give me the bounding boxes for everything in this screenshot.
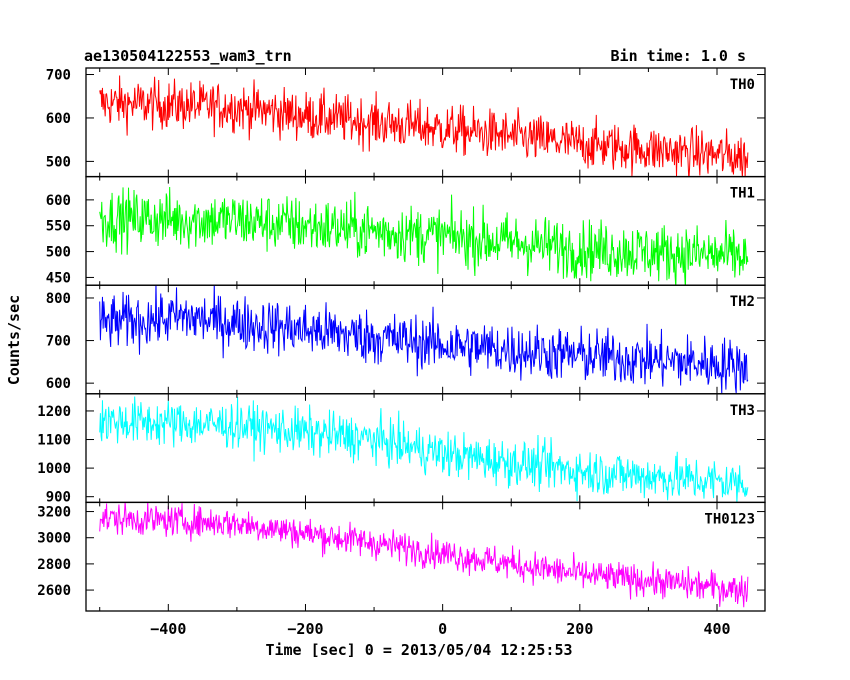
series-line-th3 bbox=[99, 396, 749, 503]
y-axis-label: Counts/sec bbox=[5, 295, 23, 385]
panel-label: TH2 bbox=[730, 294, 755, 310]
panel-th3: 900 1000 1100 1200 TH3 bbox=[37, 393, 766, 506]
y-tick-label: 500 bbox=[46, 245, 71, 261]
x-tick-label: 400 bbox=[703, 620, 730, 638]
panel-th0123: 2600 2800 3000 3200 TH0123 bbox=[37, 501, 766, 612]
panel-frame bbox=[85, 501, 766, 612]
y-tick-label: 1100 bbox=[37, 433, 71, 449]
y-tick-label: 2800 bbox=[37, 557, 71, 573]
panel-label: TH0123 bbox=[704, 511, 755, 527]
y-tick-label: 3000 bbox=[37, 531, 71, 547]
series-line-th2 bbox=[99, 285, 749, 394]
y-tick-label: 800 bbox=[46, 291, 71, 307]
x-tick-label: 0 bbox=[438, 620, 447, 638]
x-axis-label: Time [sec] 0 = 2013/05/04 12:25:53 bbox=[265, 641, 572, 659]
y-tick-label: 900 bbox=[46, 490, 71, 506]
panel-label: TH1 bbox=[730, 186, 755, 202]
panel-label: TH0 bbox=[730, 77, 755, 93]
y-tick-label: 1000 bbox=[37, 461, 71, 477]
series-line-th0 bbox=[99, 75, 749, 177]
y-tick-label: 500 bbox=[46, 154, 71, 170]
x-tick-label: −400 bbox=[150, 620, 186, 638]
y-tick-label: 600 bbox=[46, 111, 71, 127]
x-axis: −400 −200 0 200 400 bbox=[150, 620, 730, 638]
y-tick-label: 450 bbox=[46, 270, 71, 286]
panel-label: TH3 bbox=[730, 403, 755, 419]
panel-th1: 450 500 550 600 TH1 bbox=[46, 175, 766, 286]
x-tick-label: −200 bbox=[287, 620, 323, 638]
y-tick-label: 550 bbox=[46, 219, 71, 235]
panel-th2: 600 700 800 TH2 bbox=[46, 284, 766, 395]
y-tick-label: 3200 bbox=[37, 505, 71, 521]
y-tick-label: 1200 bbox=[37, 404, 71, 420]
chart-title: ae130504122553_wam3_trn bbox=[84, 47, 292, 65]
bin-time-label: Bin time: 1.0 s bbox=[611, 47, 746, 65]
x-tick-label: 200 bbox=[566, 620, 593, 638]
y-tick-label: 600 bbox=[46, 376, 71, 392]
y-tick-label: 700 bbox=[46, 68, 71, 84]
y-tick-label: 700 bbox=[46, 334, 71, 350]
y-tick-label: 2600 bbox=[37, 583, 71, 599]
panel-th0: 500 600 700 TH0 bbox=[46, 67, 766, 178]
y-tick-label: 600 bbox=[46, 193, 71, 209]
panels-group: 500 600 700 TH0 450 500 550 600 TH1 600 700 800 TH2 9… bbox=[37, 67, 766, 612]
series-line-th0123 bbox=[99, 502, 749, 608]
series-line-th1 bbox=[99, 186, 749, 286]
